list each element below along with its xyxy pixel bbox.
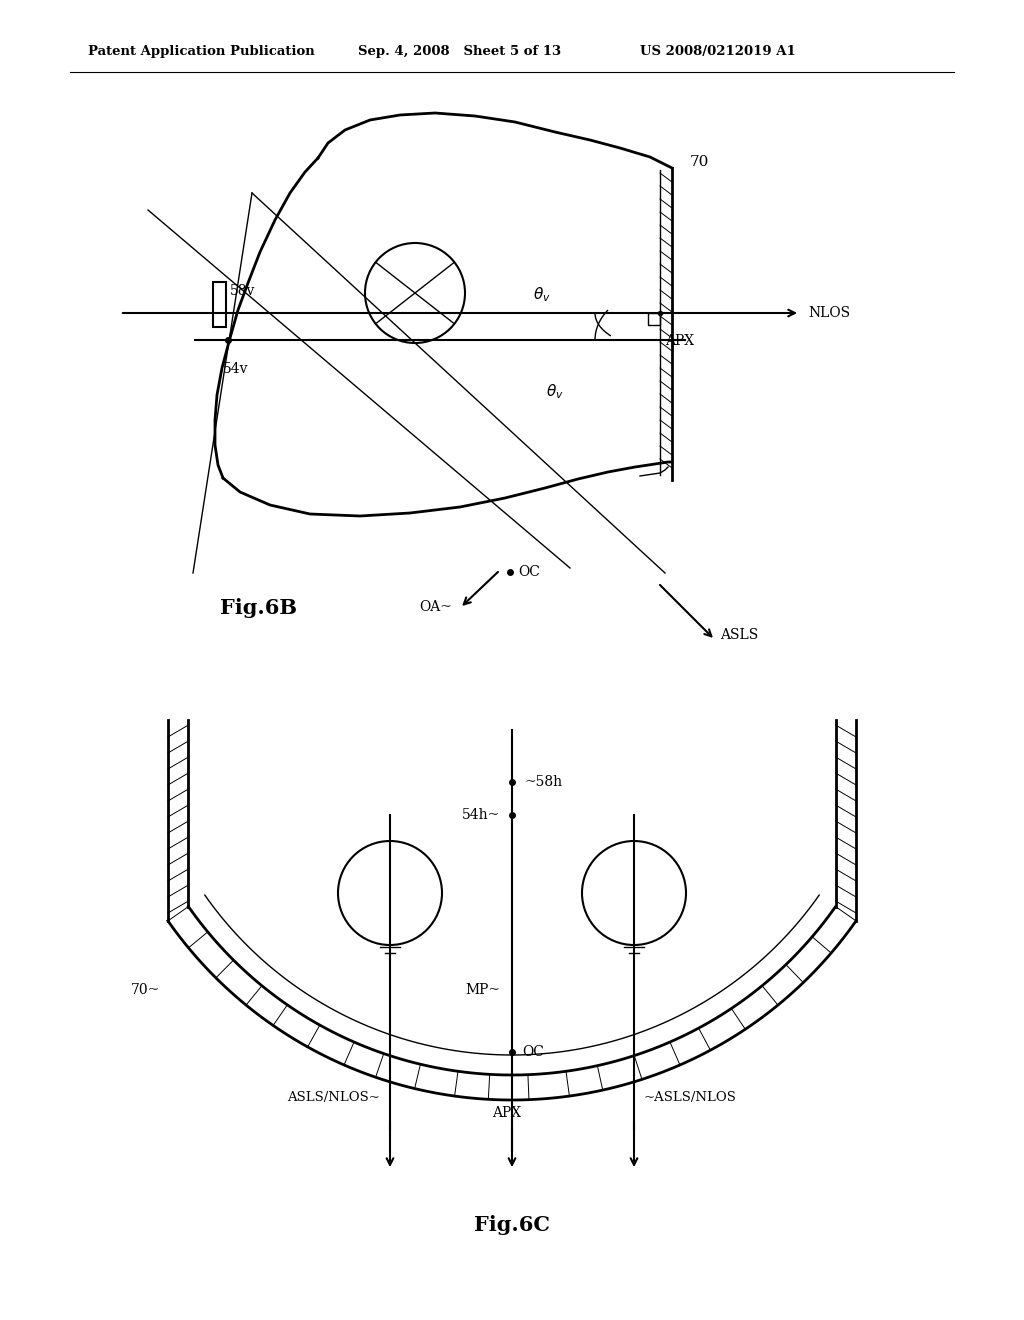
Text: OA~: OA~ [419, 601, 452, 614]
Text: NLOS: NLOS [808, 306, 850, 319]
Text: Patent Application Publication: Patent Application Publication [88, 45, 314, 58]
Text: Fig.6B: Fig.6B [220, 598, 297, 618]
Text: APX: APX [665, 334, 694, 348]
Text: 70~: 70~ [131, 983, 160, 997]
Text: $\theta_v$: $\theta_v$ [546, 383, 564, 401]
Text: US 2008/0212019 A1: US 2008/0212019 A1 [640, 45, 796, 58]
Bar [213, 282, 226, 327]
Text: ~ASLS/NLOS: ~ASLS/NLOS [644, 1092, 737, 1105]
Text: MP~: MP~ [465, 983, 500, 997]
Text: 54h~: 54h~ [462, 808, 500, 822]
Text: ASLS: ASLS [720, 628, 758, 642]
Circle shape [338, 841, 442, 945]
Text: $\theta_v$: $\theta_v$ [534, 285, 551, 305]
Text: APX: APX [493, 1106, 521, 1119]
Text: Sep. 4, 2008   Sheet 5 of 13: Sep. 4, 2008 Sheet 5 of 13 [358, 45, 561, 58]
Text: Fig.6C: Fig.6C [474, 1214, 550, 1236]
Text: 70: 70 [690, 154, 710, 169]
Circle shape [582, 841, 686, 945]
Text: 58v: 58v [230, 284, 255, 298]
Bar [648, 313, 660, 325]
Text: OC: OC [518, 565, 540, 579]
Text: ~58h: ~58h [524, 775, 562, 789]
Text: OC: OC [522, 1045, 544, 1059]
Text: ASLS/NLOS~: ASLS/NLOS~ [287, 1092, 380, 1105]
Text: 54v: 54v [223, 362, 249, 376]
